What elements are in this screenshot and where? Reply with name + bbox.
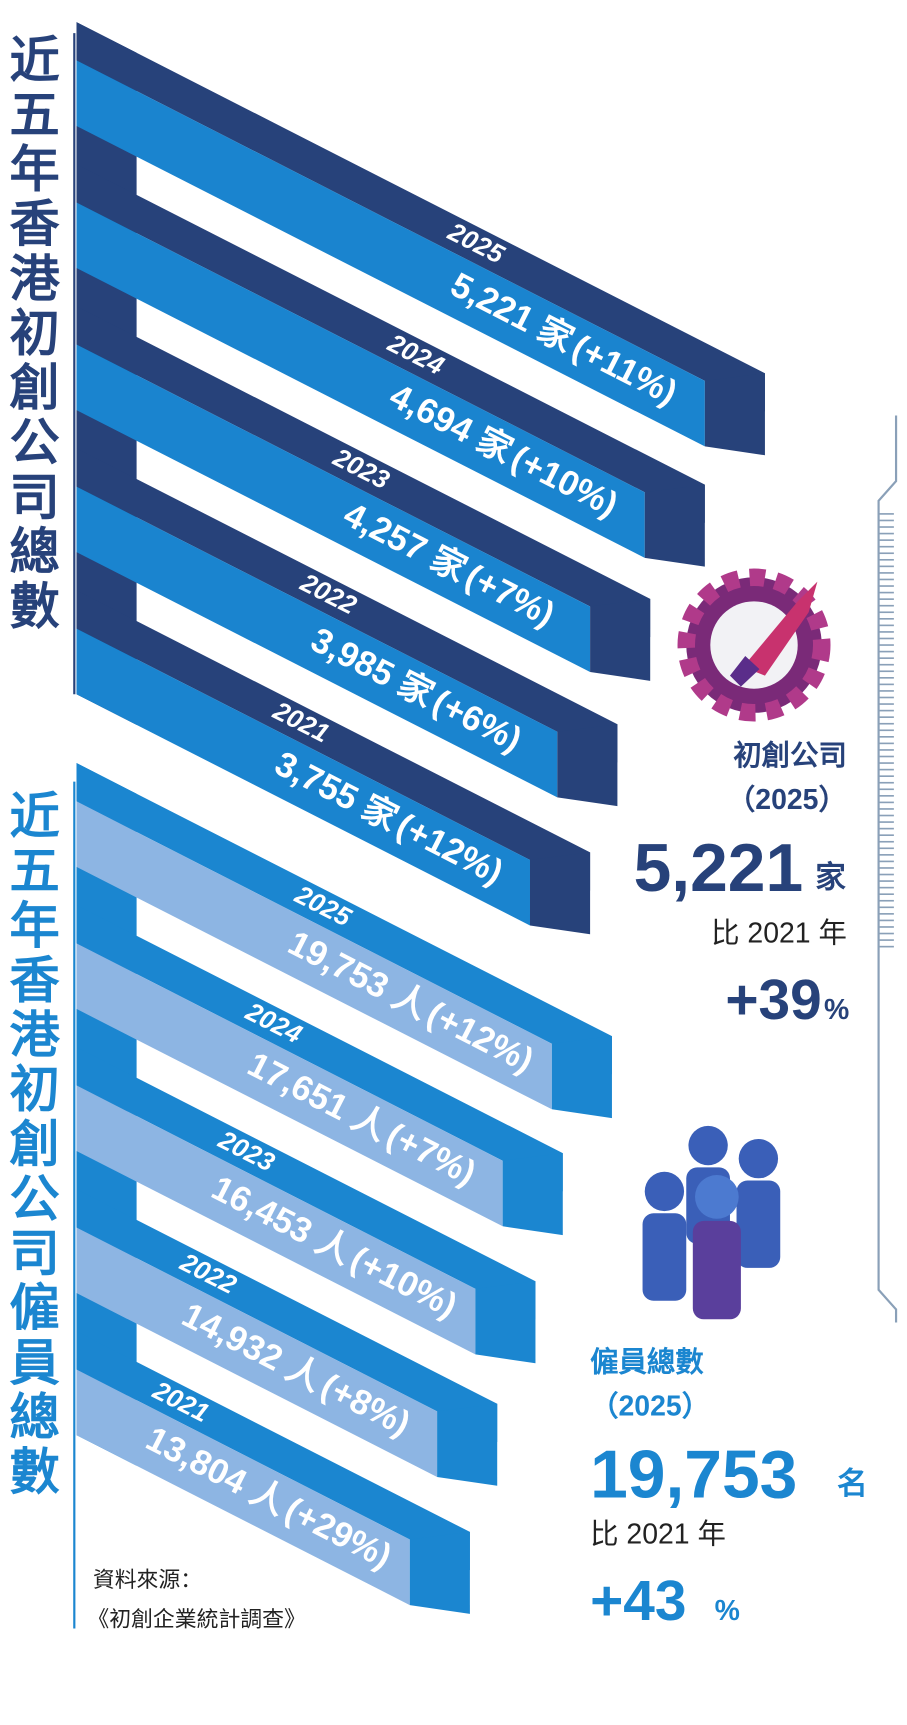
bracket — [877, 415, 898, 1323]
summary-label: 初創公司 — [733, 740, 847, 772]
bar-top-face — [76, 1047, 536, 1320]
bar-top-face — [76, 1189, 498, 1443]
bar-front-face — [76, 628, 530, 926]
summary-compare: 比 2021 年 — [590, 1518, 726, 1550]
summary-compare: 比 2021 年 — [711, 917, 847, 949]
bar-end-cap — [644, 484, 705, 567]
bar-front-face — [76, 1369, 410, 1606]
bar-front-face — [76, 1227, 438, 1477]
bar-front-face — [76, 801, 552, 1110]
bar-front-face — [76, 60, 705, 447]
bar-front-face — [76, 486, 558, 798]
bar-end-cap — [551, 1036, 612, 1119]
source-label: 資料來源： — [93, 1567, 202, 1592]
bar-front-face — [76, 344, 591, 673]
bar-end-cap — [502, 1153, 563, 1236]
bar-top-face — [76, 22, 765, 412]
source-text: 《初創企業統計調查》 — [87, 1606, 305, 1631]
bar-end-cap — [437, 1403, 498, 1486]
section-title: 近五年香港初創公司僱員總數 — [3, 789, 60, 1499]
bar-front-face — [76, 1085, 476, 1355]
summary-value: 5,221 — [634, 831, 804, 906]
section-title: 近五年香港初創公司總數 — [3, 33, 60, 634]
bar-front-face — [76, 943, 503, 1227]
bar-end-cap — [475, 1281, 536, 1364]
bar-end-cap — [590, 598, 651, 681]
summary-change-unit: % — [824, 994, 849, 1026]
bar-top-face — [76, 905, 563, 1192]
summary-value: 19,753 — [590, 1437, 797, 1512]
summary-year: （2025） — [590, 1389, 710, 1422]
hatch — [878, 513, 894, 948]
bar-end-cap — [529, 852, 591, 935]
bar-top-face — [76, 763, 612, 1075]
summary-change-unit: % — [715, 1595, 740, 1627]
bar-top-face — [76, 1331, 470, 1571]
bar-top-face — [76, 164, 705, 523]
summary-change: +43 — [590, 1570, 686, 1633]
summary-label: 僱員總數 — [590, 1346, 704, 1379]
bar-end-cap — [557, 724, 618, 807]
summary-year: （2025） — [727, 783, 847, 816]
summary-unit: 家 — [815, 861, 846, 895]
summary-change: +39 — [725, 969, 821, 1032]
people-icon — [642, 1125, 781, 1320]
bar-top-face — [76, 306, 651, 638]
bar-end-cap — [409, 1531, 470, 1614]
summary-unit: 名 — [837, 1467, 868, 1501]
bar-front-face — [76, 202, 645, 558]
bar-top-face — [76, 448, 618, 763]
bar-top-face — [76, 590, 591, 891]
bar-end-cap — [704, 373, 765, 456]
rocket-gear-icon — [677, 568, 831, 722]
